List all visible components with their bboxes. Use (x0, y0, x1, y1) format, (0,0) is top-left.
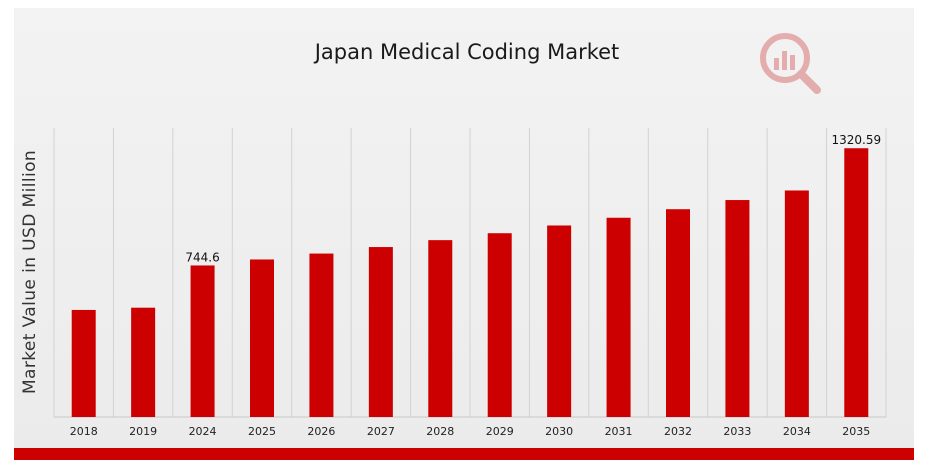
bar-2030 (547, 225, 572, 417)
bar-2028 (428, 240, 453, 417)
x-tick-label: 2024 (189, 425, 217, 438)
data-label-2035: 1320.59 (831, 133, 881, 147)
x-tick-label: 2035 (842, 425, 870, 438)
bar-2033 (725, 200, 750, 417)
x-tick-label: 2029 (486, 425, 514, 438)
chart-background (14, 8, 914, 448)
bar-2025 (250, 259, 274, 417)
data-label-2024: 744.6 (185, 250, 219, 264)
x-tick-label: 2026 (307, 425, 335, 438)
x-tick-label: 2031 (605, 425, 633, 438)
x-tick-label: 2027 (367, 425, 395, 438)
bar-2034 (784, 190, 809, 417)
bar-2026 (309, 253, 334, 417)
x-tick-label: 2034 (783, 425, 811, 438)
brand-logo-icon (760, 33, 821, 94)
x-tick-label: 2032 (664, 425, 692, 438)
x-tick-label: 2028 (426, 425, 454, 438)
bar-2027 (368, 247, 393, 417)
bar-2019 (131, 307, 156, 417)
x-tick-label: 2019 (129, 425, 157, 438)
x-tick-label: 2018 (70, 425, 98, 438)
chart-title: Japan Medical Coding Market (314, 40, 620, 64)
x-tick-label: 2030 (545, 425, 573, 438)
bar-2031 (606, 217, 631, 417)
bar-2032 (666, 209, 690, 417)
bar-2024 (190, 265, 215, 417)
x-tick-label: 2025 (248, 425, 276, 438)
x-tick-label: 2033 (723, 425, 751, 438)
bar-2018 (71, 309, 96, 417)
footer-band (14, 448, 914, 460)
bar-2035 (844, 148, 869, 417)
bar-2029 (487, 233, 512, 417)
